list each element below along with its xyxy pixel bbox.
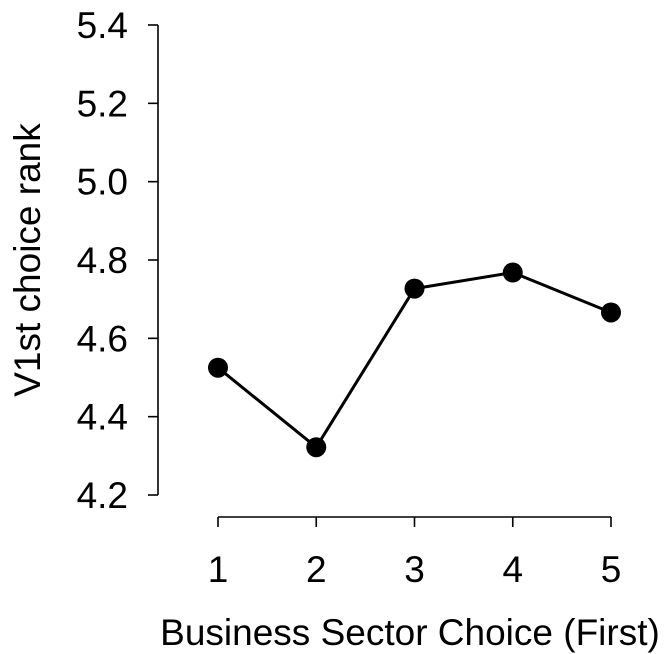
y-tick-label: 5.4 xyxy=(77,5,128,46)
x-tick-label: 4 xyxy=(502,549,523,590)
series-group xyxy=(208,262,621,458)
y-tick-label: 4.8 xyxy=(77,240,128,281)
y-tick-label: 5.0 xyxy=(77,162,128,203)
y-axis-ticks: 4.2 4.4 4.6 4.8 5.0 5.2 5.4 xyxy=(77,5,158,516)
x-tick-label: 2 xyxy=(306,549,327,590)
y-tick-label: 4.6 xyxy=(77,318,128,359)
data-point xyxy=(601,302,621,323)
x-axis-ticks: 1 2 3 4 5 xyxy=(208,517,622,590)
x-tick-label: 3 xyxy=(404,549,425,590)
x-axis-title: Business Sector Choice (First) xyxy=(160,612,660,653)
data-point xyxy=(404,278,425,299)
series-line xyxy=(217,271,612,449)
data-point xyxy=(306,437,327,458)
x-tick-label: 5 xyxy=(601,549,622,590)
y-axis-title: V1st choice rank xyxy=(7,123,48,397)
x-tick-label: 1 xyxy=(208,549,229,590)
data-point xyxy=(208,357,228,378)
y-tick-label: 4.2 xyxy=(77,475,128,516)
y-tick-label: 4.4 xyxy=(77,397,128,438)
data-point xyxy=(502,262,523,283)
y-tick-label: 5.2 xyxy=(77,83,128,124)
